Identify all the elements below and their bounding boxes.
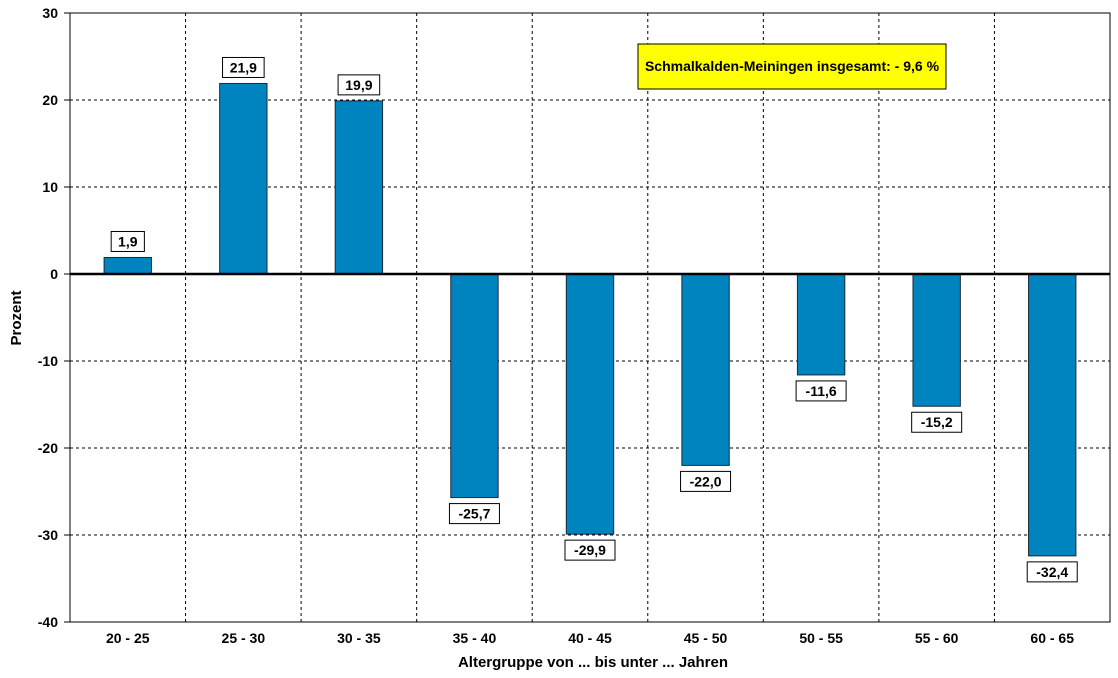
annotation-text: Schmalkalden-Meiningen insgesamt: - 9,6 … — [645, 58, 940, 74]
y-tick-label: 0 — [50, 266, 58, 282]
data-label: 19,9 — [337, 74, 381, 96]
bar — [796, 273, 846, 376]
x-tick-label: 50 - 55 — [799, 630, 843, 646]
x-axis-title: Altergruppe von ... bis unter ... Jahren — [458, 654, 728, 671]
bar — [334, 100, 384, 275]
y-tick-label: -40 — [38, 614, 58, 630]
data-label-text: 21,9 — [230, 59, 257, 75]
data-label-text: -22,0 — [690, 473, 722, 489]
data-label-box — [795, 380, 847, 402]
bar — [565, 273, 615, 535]
annotation-box: Schmalkalden-Meiningen insgesamt: - 9,6 … — [637, 43, 947, 90]
data-label-box — [1026, 561, 1078, 583]
y-tick-label: -20 — [38, 440, 58, 456]
data-label: 1,9 — [110, 230, 145, 252]
data-label-text: 19,9 — [345, 77, 372, 93]
bar — [103, 256, 152, 275]
x-tick-label: 20 - 25 — [106, 630, 150, 646]
data-label-box — [110, 230, 145, 252]
x-tick-label: 30 - 35 — [337, 630, 381, 646]
data-label-box — [337, 74, 381, 96]
data-label-box — [448, 503, 500, 525]
annotation-background — [637, 43, 947, 90]
data-label: -25,7 — [448, 503, 500, 525]
bars — [103, 82, 1077, 557]
data-label-text: -29,9 — [574, 542, 606, 558]
y-tick-label: 20 — [42, 92, 58, 108]
bar — [219, 82, 268, 275]
data-label-text: 1,9 — [118, 233, 138, 249]
data-label-text: -15,2 — [921, 414, 953, 430]
x-tick-label: 55 - 60 — [915, 630, 959, 646]
data-label: 21,9 — [222, 56, 265, 78]
x-tick-label: 60 - 65 — [1030, 630, 1074, 646]
data-label-text: -11,6 — [806, 383, 837, 399]
bar — [1028, 273, 1077, 557]
data-label-text: -32,4 — [1036, 564, 1068, 580]
bar — [450, 273, 499, 499]
data-label-box — [564, 539, 616, 561]
y-tick-label: 30 — [42, 5, 58, 21]
y-tick-label: -10 — [38, 353, 58, 369]
y-axis-ticks: 30 20 10 0 -10 -20 -30 -40 — [38, 5, 70, 630]
data-label-text: -25,7 — [458, 506, 490, 522]
data-label: -22,0 — [680, 470, 732, 492]
x-tick-label: 35 - 40 — [453, 630, 497, 646]
data-label: -15,2 — [911, 411, 963, 433]
data-label: -29,9 — [564, 539, 616, 561]
y-tick-label: 10 — [42, 179, 58, 195]
bar — [912, 273, 961, 407]
y-tick-label: -30 — [38, 527, 58, 543]
data-label: -32,4 — [1026, 561, 1078, 583]
x-axis-ticks: 20 - 25 25 - 30 30 - 35 35 - 40 40 - 45 45 - … — [106, 630, 1074, 646]
plot-area — [69, 12, 1111, 623]
x-tick-label: 25 - 30 — [222, 630, 266, 646]
data-label-box — [222, 56, 265, 78]
data-label-box — [911, 411, 963, 433]
data-label: -11,6 — [795, 380, 847, 402]
x-tick-label: 45 - 50 — [684, 630, 728, 646]
data-label-box — [680, 470, 732, 492]
x-tick-label: 40 - 45 — [568, 630, 612, 646]
bar — [681, 273, 730, 466]
y-axis-title: Prozent — [8, 290, 25, 345]
data-labels: 1,9 21,9 19,9 -25,7 -29,9 -22,0 -11,6 -15,2 -32,… — [110, 56, 1078, 583]
